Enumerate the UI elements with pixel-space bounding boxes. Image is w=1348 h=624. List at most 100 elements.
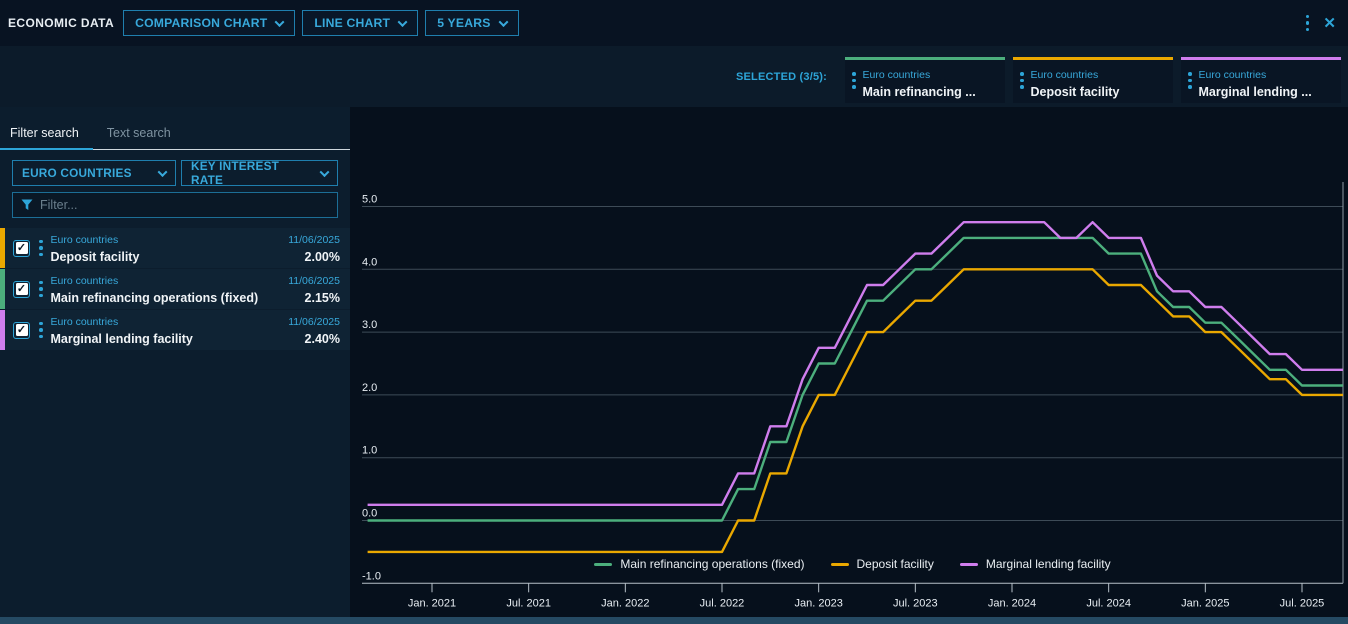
chevron-down-icon <box>274 16 285 27</box>
series-line-deposit-facility <box>367 268 1343 554</box>
chip-name: Deposit facility <box>1030 85 1120 99</box>
x-tick-label: Jan. 2022 <box>601 597 649 609</box>
selected-chip-marginal-lending[interactable]: Euro countries Marginal lending ... <box>1181 57 1341 103</box>
checkbox-check-icon: ✓ <box>15 283 28 295</box>
x-tick-label: Jan. 2021 <box>408 597 456 609</box>
y-tick-label: 2.0 <box>362 382 377 394</box>
selected-chip-deposit-facility[interactable]: Euro countries Deposit facility <box>1013 57 1173 103</box>
item-category: Euro countries <box>50 275 119 287</box>
item-category: Euro countries <box>50 234 119 246</box>
search-sidebar: Filter search Text search EURO COUNTRIES… <box>0 107 350 624</box>
item-date: 11/06/2025 <box>288 234 340 246</box>
legend-dash-icon <box>959 562 978 566</box>
checkbox-check-icon: ✓ <box>15 242 28 254</box>
series-line-main-refinancing-operations-fixed <box>367 236 1343 522</box>
chart-legend: Main refinancing operations (fixed) Depo… <box>362 557 1343 571</box>
dataset-dropdown-label: KEY INTEREST RATE <box>191 159 280 187</box>
item-date: 11/06/2025 <box>288 316 340 328</box>
y-tick-label: 5.0 <box>362 194 377 206</box>
selected-series-bar: SELECTED (3/5): Euro countries Main refi… <box>0 46 1348 107</box>
item-name: Marginal lending facility <box>50 332 193 346</box>
item-value: 2.00% <box>304 250 340 264</box>
chevron-down-icon <box>157 166 168 177</box>
chevron-down-icon <box>319 166 330 177</box>
tab-filter-search[interactable]: Filter search <box>0 126 93 150</box>
kebab-menu-icon[interactable] <box>1188 72 1192 89</box>
legend-entry-marginal-lending: Marginal lending facility <box>959 557 1111 571</box>
chip-name: Main refinancing ... <box>862 85 976 99</box>
legend-label: Main refinancing operations (fixed) <box>620 557 805 571</box>
line-chart-plot: 5.0 4.0 3.0 2.0 1.0 0.0 -1.0 Jan. 2021 Jul. 2021… <box>362 182 1344 609</box>
series-color-bar <box>0 310 5 350</box>
legend-dash-icon <box>830 562 849 566</box>
category-dropdown[interactable]: EURO COUNTRIES <box>12 160 176 186</box>
x-tick-label: Jan. 2024 <box>988 597 1036 609</box>
legend-dash-icon <box>594 562 613 566</box>
filter-funnel-icon <box>21 199 33 210</box>
app-title: ECONOMIC DATA <box>8 16 115 30</box>
item-name: Main refinancing operations (fixed) <box>50 291 259 305</box>
y-tick-label: 0.0 <box>362 508 377 520</box>
y-tick-label: 1.0 <box>362 445 377 457</box>
series-list: ✓ Euro countries Deposit facility 11/06/… <box>0 228 350 350</box>
chevron-down-icon <box>397 16 408 27</box>
kebab-menu-icon[interactable] <box>39 321 43 339</box>
x-tick-label: Jul. 2021 <box>506 597 551 609</box>
chip-name: Marginal lending ... <box>1198 85 1312 99</box>
chart-style-dropdown[interactable]: LINE CHART <box>302 10 419 36</box>
dataset-dropdown[interactable]: KEY INTEREST RATE <box>181 159 338 187</box>
x-tick-label: Jan. 2025 <box>1181 597 1229 609</box>
category-dropdown-label: EURO COUNTRIES <box>22 166 132 180</box>
chart-type-dropdown-label: COMPARISON CHART <box>135 16 268 30</box>
list-item-main-refinancing[interactable]: ✓ Euro countries Main refinancing operat… <box>0 269 350 309</box>
chip-category: Euro countries <box>1030 69 1099 81</box>
y-tick-label: -1.0 <box>362 570 381 582</box>
time-range-dropdown[interactable]: 5 YEARS <box>425 10 519 36</box>
y-tick-label: 4.0 <box>362 256 377 268</box>
series-color-bar <box>0 228 5 268</box>
close-button[interactable]: ✕ <box>1323 16 1336 31</box>
chip-category: Euro countries <box>862 69 931 81</box>
close-icon: ✕ <box>1323 14 1336 32</box>
tab-text-search[interactable]: Text search <box>106 126 171 140</box>
series-color-bar <box>0 269 5 309</box>
checkbox-check-icon: ✓ <box>15 324 28 336</box>
kebab-menu-icon[interactable] <box>852 72 856 89</box>
list-item-marginal-lending[interactable]: ✓ Euro countries Marginal lending facili… <box>0 310 350 350</box>
x-tick-label: Jan. 2023 <box>795 597 843 609</box>
list-item-deposit-facility[interactable]: ✓ Euro countries Deposit facility 11/06/… <box>0 228 350 268</box>
series-line-marginal-lending-facility <box>367 220 1343 506</box>
chart-type-dropdown[interactable]: COMPARISON CHART <box>123 10 296 36</box>
window-menu-button[interactable] <box>1305 14 1310 32</box>
x-tick-label: Jul. 2024 <box>1086 597 1131 609</box>
selected-chip-main-refinancing[interactable]: Euro countries Main refinancing ... <box>845 57 1005 103</box>
kebab-menu-icon <box>1305 14 1310 32</box>
x-tick-label: Jul. 2025 <box>1280 597 1325 609</box>
y-tick-label: 3.0 <box>362 319 377 331</box>
legend-entry-main-refinancing: Main refinancing operations (fixed) <box>594 557 805 571</box>
legend-label: Marginal lending facility <box>985 557 1111 571</box>
series-checkbox[interactable]: ✓ <box>13 321 30 339</box>
chip-category: Euro countries <box>1198 69 1267 81</box>
series-checkbox[interactable]: ✓ <box>13 280 30 298</box>
sidebar-tabs: Filter search Text search <box>0 107 350 150</box>
x-tick-label: Jul. 2022 <box>700 597 745 609</box>
item-value: 2.15% <box>304 291 340 305</box>
bottom-resize-bar[interactable] <box>0 617 1348 624</box>
comparison-chart: 5.0 4.0 3.0 2.0 1.0 0.0 -1.0 Jan. 2021 Jul. 2021… <box>350 107 1348 624</box>
item-name: Deposit facility <box>50 250 140 264</box>
filter-input[interactable] <box>40 198 329 212</box>
top-bar: ECONOMIC DATA COMPARISON CHART LINE CHAR… <box>0 0 1348 46</box>
item-value: 2.40% <box>304 332 340 346</box>
item-date: 11/06/2025 <box>288 275 340 287</box>
item-category: Euro countries <box>50 316 119 328</box>
series-checkbox[interactable]: ✓ <box>13 239 30 257</box>
kebab-menu-icon[interactable] <box>1020 72 1024 89</box>
time-range-dropdown-label: 5 YEARS <box>437 16 491 30</box>
kebab-menu-icon[interactable] <box>39 239 43 257</box>
kebab-menu-icon[interactable] <box>39 280 43 298</box>
x-tick-label: Jul. 2023 <box>893 597 938 609</box>
selected-count-label: SELECTED (3/5): <box>735 71 827 83</box>
chevron-down-icon <box>498 16 508 27</box>
legend-entry-deposit-facility: Deposit facility <box>830 557 934 571</box>
